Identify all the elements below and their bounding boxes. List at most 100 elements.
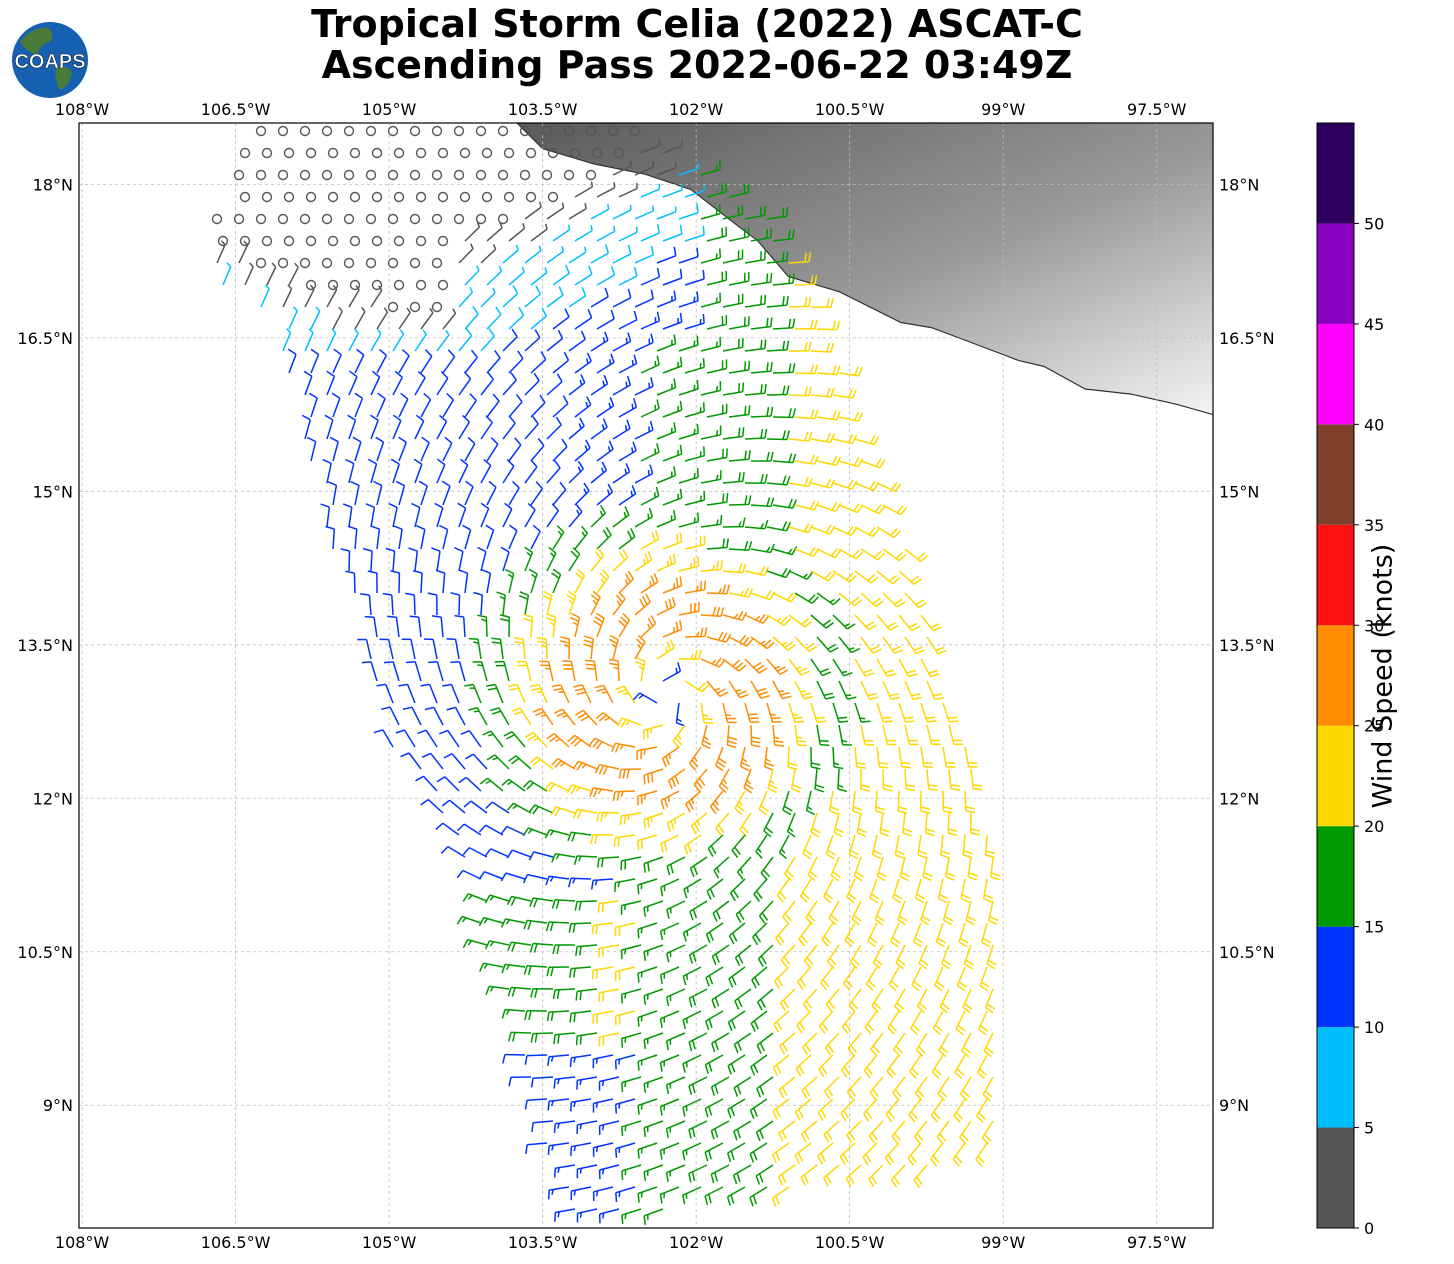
- wind-barb-staff: [842, 966, 856, 984]
- wind-barb: [327, 191, 339, 203]
- wind-barb-flag: [895, 1045, 903, 1054]
- wind-barb-flag: [848, 647, 855, 651]
- wind-barb-staff: [794, 592, 813, 605]
- wind-barb-calm: [349, 147, 361, 159]
- wind-barb-flag: [770, 497, 775, 507]
- wind-barb-staff: [574, 273, 593, 286]
- wind-barb-flag: [800, 935, 808, 944]
- wind-barb-staff: [727, 1142, 746, 1154]
- wind-barb-flag: [779, 1045, 785, 1055]
- wind-barb: [636, 746, 658, 760]
- wind-barb: [838, 680, 857, 700]
- wind-barb: [744, 206, 766, 220]
- wind-barb-flag: [826, 1175, 832, 1184]
- wind-barb: [790, 768, 802, 793]
- wind-barb-flag: [394, 370, 403, 378]
- wind-barb-flag: [842, 982, 851, 991]
- wind-barb: [596, 309, 615, 330]
- wind-barb-staff: [454, 707, 466, 726]
- wind-barb-flag: [703, 718, 713, 721]
- wind-barb-calm: [629, 125, 641, 137]
- wind-barb-flag: [854, 366, 859, 376]
- wind-barb-staff: [574, 360, 592, 374]
- wind-barb: [688, 1032, 708, 1052]
- wind-barb-flag: [555, 416, 562, 426]
- wind-barb-flag: [846, 896, 855, 904]
- wind-barb-staff: [689, 944, 708, 956]
- wind-barb: [354, 392, 364, 418]
- wind-barb: [690, 812, 708, 835]
- wind-barb-flag: [808, 386, 813, 396]
- wind-barb-flag: [735, 914, 742, 923]
- wind-barb-flag: [406, 661, 416, 664]
- wind-barb-flag: [893, 598, 903, 605]
- wind-barb-staff: [590, 296, 609, 308]
- wind-barb-flag: [691, 759, 699, 768]
- wind-barb-staff: [288, 310, 298, 330]
- wind-barb: [643, 988, 664, 1005]
- wind-barb-flag: [522, 827, 529, 837]
- wind-barb-flag: [705, 977, 710, 987]
- wind-barb-flag: [519, 591, 529, 596]
- wind-barb: [828, 900, 840, 926]
- wind-barb: [431, 169, 443, 181]
- wind-barb-flag: [405, 592, 415, 596]
- wind-barb-calm: [387, 301, 399, 313]
- wind-barb: [763, 746, 775, 771]
- wind-barb-flag: [978, 1112, 986, 1120]
- wind-barb-flag: [613, 226, 616, 232]
- wind-barb-flag: [770, 451, 774, 462]
- wind-barb-flag: [898, 810, 908, 815]
- wind-barb: [678, 203, 699, 220]
- wind-barb-flag: [506, 1009, 510, 1016]
- wind-barb-calm: [365, 169, 377, 181]
- wind-barb-staff: [891, 1120, 906, 1137]
- wind-barb-flag: [911, 984, 920, 992]
- wind-barb-staff: [502, 379, 517, 396]
- wind-barb-staff: [688, 1076, 708, 1087]
- wind-barb-flag: [367, 458, 377, 465]
- wind-barb: [546, 546, 557, 572]
- wind-barb-staff: [744, 437, 766, 440]
- wind-barb-calm: [305, 147, 317, 159]
- wind-barb-calm: [305, 235, 317, 247]
- wind-barb-staff: [662, 585, 682, 594]
- wind-barb: [744, 565, 770, 577]
- wind-barb-flag: [530, 988, 534, 998]
- wind-barb-flag: [627, 570, 634, 580]
- wind-barb-flag: [872, 648, 882, 654]
- wind-barb: [497, 213, 509, 225]
- wind-barb-flag: [820, 982, 828, 991]
- wind-barb-staff: [464, 486, 474, 506]
- wind-barb: [481, 191, 493, 203]
- wind-barb: [908, 1098, 922, 1123]
- wind-barb-calm: [497, 169, 509, 181]
- wind-barb-flag: [649, 464, 654, 474]
- wind-barb: [634, 245, 655, 264]
- wind-barb-flag: [637, 634, 646, 643]
- wind-barb-staff: [709, 790, 724, 808]
- wind-barb-flag: [555, 854, 560, 860]
- wind-barb: [685, 790, 702, 813]
- wind-barb: [662, 356, 683, 374]
- wind-barb: [523, 965, 548, 976]
- wind-barb: [596, 526, 612, 550]
- wind-barb-staff: [788, 394, 810, 397]
- wind-barb-flag: [653, 492, 656, 498]
- wind-barb: [321, 169, 333, 181]
- wind-barb: [590, 331, 609, 352]
- wind-barb-flag: [836, 365, 841, 376]
- wind-barb: [778, 834, 790, 860]
- wind-barb-calm: [585, 169, 597, 181]
- wind-barb: [846, 1076, 862, 1100]
- wind-barb-flag: [643, 907, 646, 917]
- wind-barb-flag: [565, 264, 570, 274]
- wind-barb: [726, 1186, 746, 1206]
- wind-barb: [266, 262, 277, 286]
- wind-barb-flag: [377, 392, 386, 400]
- wind-barb-staff: [621, 900, 642, 907]
- wind-barb-flag: [631, 447, 634, 453]
- wind-barb-staff: [634, 472, 653, 484]
- wind-barb-staff: [802, 1032, 818, 1048]
- wind-barb: [436, 776, 460, 792]
